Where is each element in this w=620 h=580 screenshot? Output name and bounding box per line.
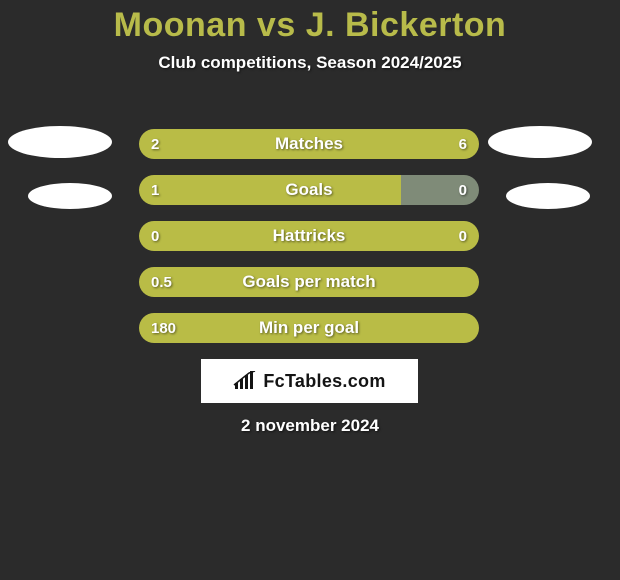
brand-box: FcTables.com: [201, 359, 418, 403]
stat-row: Matches26: [139, 129, 479, 159]
avatar-right-2: [506, 183, 590, 209]
stat-seg-left: [139, 221, 479, 251]
comparison-card: Moonan vs J. Bickerton Club competitions…: [0, 6, 620, 580]
stat-seg-left: [139, 175, 401, 205]
subtitle: Club competitions, Season 2024/2025: [0, 53, 620, 73]
avatar-right-1: [488, 126, 592, 158]
player2-name: J. Bickerton: [306, 6, 507, 44]
stat-seg-right: [401, 175, 479, 205]
stat-seg-right: [214, 129, 479, 159]
avatar-left-1: [8, 126, 112, 158]
stat-row: Hattricks00: [139, 221, 479, 251]
brand-chart-icon: [233, 371, 257, 391]
avatar-left-2: [28, 183, 112, 209]
stats-panel: Matches26 Goals10 Hattricks00 Goals per mat…: [139, 129, 479, 359]
stat-seg-left: [139, 267, 479, 297]
stat-seg-left: [139, 313, 479, 343]
brand-text: FcTables.com: [263, 371, 385, 392]
vs-separator: vs: [257, 6, 296, 44]
player1-name: Moonan: [114, 6, 247, 44]
date-label: 2 november 2024: [0, 416, 620, 436]
stat-row: Min per goal180: [139, 313, 479, 343]
stat-seg-left: [139, 129, 214, 159]
stat-row: Goals per match0.5: [139, 267, 479, 297]
page-title: Moonan vs J. Bickerton: [0, 6, 620, 45]
stat-row: Goals10: [139, 175, 479, 205]
